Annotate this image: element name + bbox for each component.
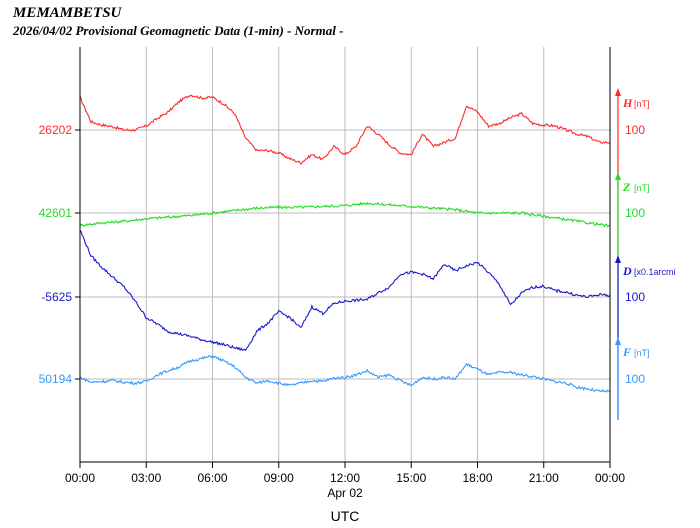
baseline-label-F: 50194 [39,372,73,386]
series-line-D [79,229,611,352]
scale-value-D: 100 [625,290,645,304]
series-symbol-F: F [622,345,631,359]
chart-subtitle: 2026/04/02 Provisional Geomagnetic Data … [13,23,344,38]
date-label: Apr 02 [327,486,363,500]
baseline-label-Z: 42601 [39,206,73,220]
x-tick-label: 12:00 [330,471,360,485]
x-tick-label: 15:00 [396,471,426,485]
series-symbol-Z: Z [622,180,631,194]
series-unit-D: [x0.1arcmi [634,267,676,277]
scale-value-Z: 100 [625,206,645,220]
series-unit-Z: [nT] [634,183,650,193]
series-line-H [79,94,611,165]
scale-arrow-H [615,88,621,96]
scale-arrow-F [615,337,621,345]
x-tick-label: 00:00 [595,471,625,485]
series-layer [79,94,611,393]
series-symbol-D: D [622,264,632,278]
series-unit-H: [nT] [634,99,650,109]
series-line-F [79,354,611,393]
baseline-label-H: 26202 [39,123,73,137]
baseline-labels: 26202 42601 -5625 50194 [39,123,80,386]
x-tick-label: 09:00 [264,471,294,485]
x-ticks: 00:00 03:00 06:00 09:00 12:00 15:00 18:00 21:00… [65,462,625,485]
baseline-label-D: -5625 [41,290,72,304]
grid-lines [80,47,610,462]
x-tick-label: 21:00 [529,471,559,485]
scale-arrow-D [615,255,621,263]
scale-value-F: 100 [625,372,645,386]
series-unit-F: [nT] [634,348,650,358]
scale-arrow-Z [615,172,621,180]
x-tick-label: 00:00 [65,471,95,485]
series-symbol-H: H [622,96,633,110]
station-name: MEMAMBETSU [13,5,122,21]
x-tick-label: 06:00 [197,471,227,485]
scale-value-H: 100 [625,123,645,137]
x-axis-label: UTC [331,508,360,524]
x-tick-label: 03:00 [131,471,161,485]
x-tick-label: 18:00 [462,471,492,485]
series-line-Z [79,201,611,228]
